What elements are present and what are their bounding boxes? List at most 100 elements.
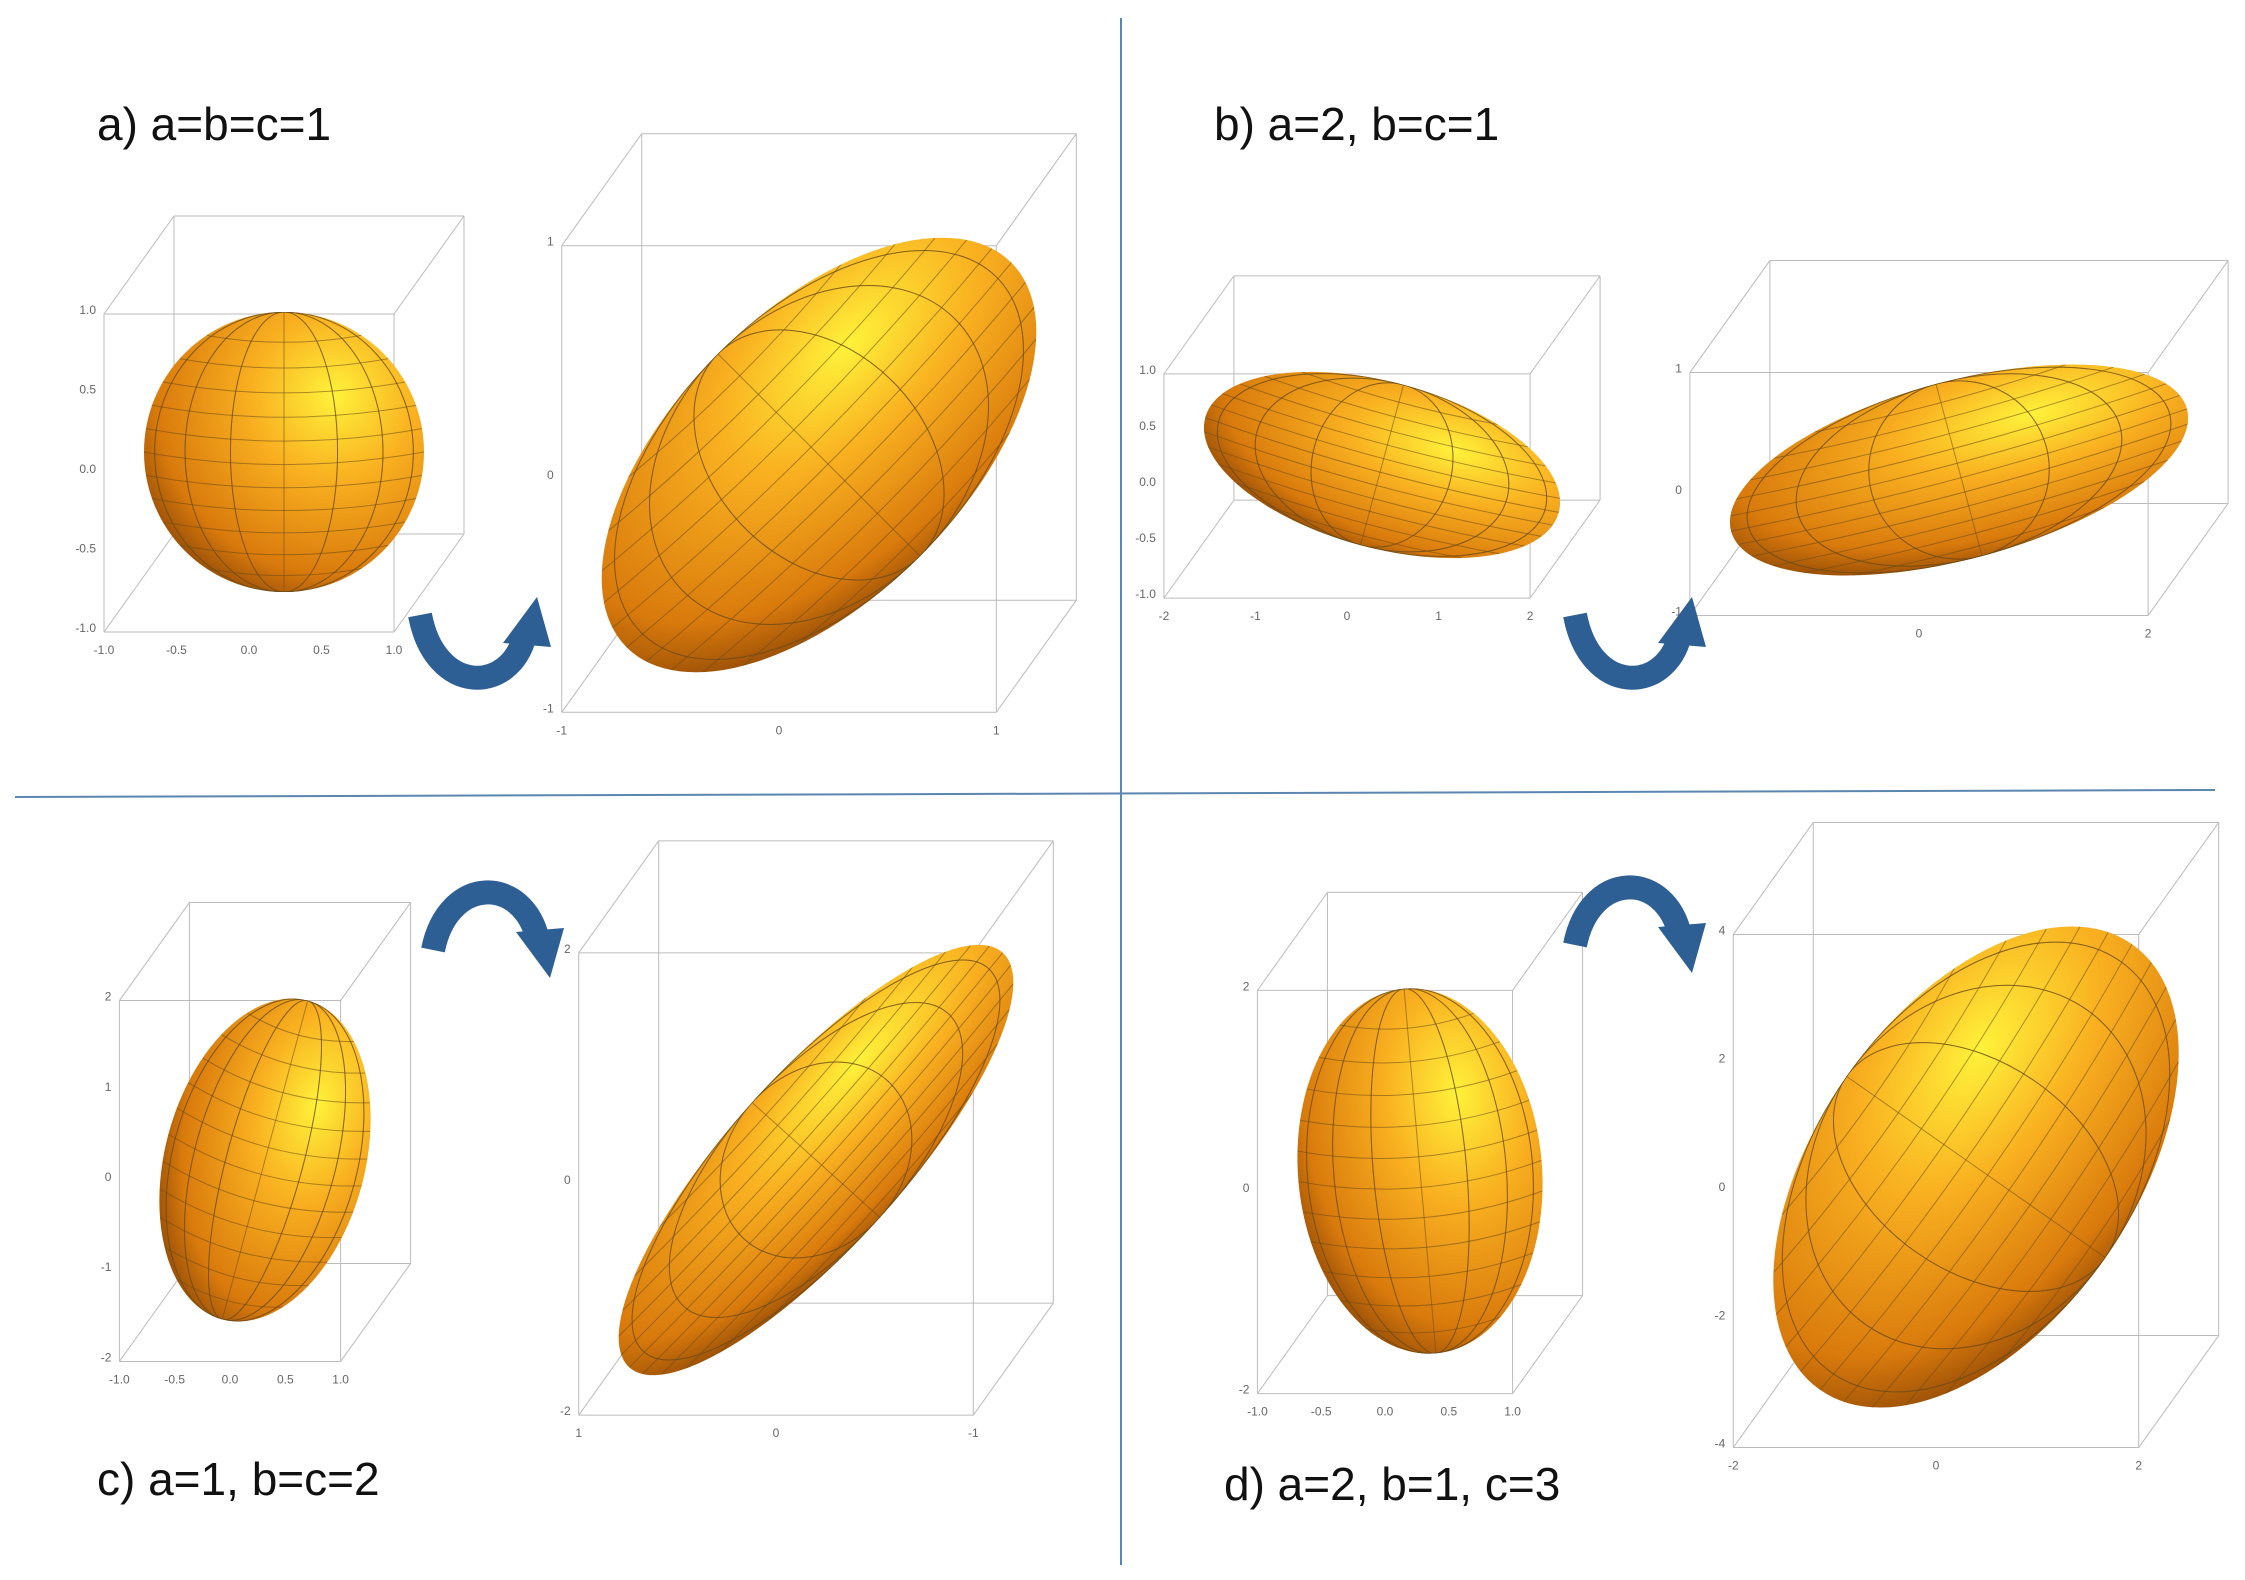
ellipsoid — [1297, 987, 1543, 1355]
parallel — [1297, 1129, 1538, 1159]
parallel — [1800, 931, 2109, 1372]
parallel — [1781, 968, 1955, 1215]
parallel — [633, 966, 913, 1277]
parallel — [1852, 507, 2105, 576]
parallel — [1773, 940, 2007, 1273]
parallel — [765, 1093, 973, 1323]
surface — [1297, 988, 1543, 1354]
parallel — [162, 1160, 354, 1213]
rotation-arrow — [1563, 612, 1692, 690]
box-edge — [393, 215, 465, 315]
box-edge — [2138, 822, 2220, 935]
panel-label: d) a=2, b=1, c=3 — [1224, 1458, 1560, 1510]
tick-label: 1 — [1675, 362, 1682, 376]
tick-label: 0 — [1675, 483, 1682, 497]
parallel — [1905, 1019, 2177, 1406]
tick-label: -0.5 — [164, 1372, 185, 1386]
parallel — [1205, 417, 1559, 513]
parallel — [144, 451, 424, 466]
tick-label: 1.0 — [332, 1372, 349, 1386]
tick-label: 0 — [1933, 1459, 1940, 1473]
box-edge — [2147, 260, 2229, 373]
tick-label: 2 — [1527, 609, 1534, 623]
parallel — [626, 262, 1012, 648]
parallel — [1306, 1070, 1518, 1097]
parallel — [1298, 1159, 1542, 1190]
parallel — [1775, 928, 2047, 1315]
tick-label: 1.0 — [1139, 363, 1156, 377]
ellipsoid — [1203, 371, 1561, 559]
parallel — [206, 334, 362, 343]
tick-label: 1 — [575, 1426, 582, 1440]
parallel — [1211, 404, 1560, 499]
tick-label: -0.5 — [1135, 531, 1156, 545]
parallel — [176, 1107, 368, 1160]
panel-label: c) a=1, b=c=2 — [97, 1453, 380, 1505]
surface-grid — [144, 312, 424, 592]
parallel — [601, 237, 936, 572]
panel-label: b) a=2, b=c=1 — [1214, 98, 1499, 150]
box-edge — [103, 533, 175, 633]
meridian — [154, 312, 414, 592]
parallel — [1730, 394, 2181, 517]
parallel — [151, 404, 417, 418]
tick-label: 0 — [1719, 1180, 1726, 1194]
parallel — [175, 1278, 283, 1308]
parallel — [151, 498, 417, 512]
tick-label: -0.5 — [1311, 1405, 1332, 1419]
parallel — [1264, 375, 1529, 448]
parallel — [206, 568, 362, 577]
ellipsoid — [601, 237, 1037, 673]
parallel — [145, 428, 423, 442]
parallel — [1266, 505, 1462, 559]
parallel — [145, 474, 423, 489]
parallel — [1730, 408, 2188, 532]
parallel — [1302, 371, 1498, 425]
box-edge — [1732, 822, 1814, 935]
parallel — [642, 964, 1012, 1375]
ellipsoid — [159, 998, 371, 1322]
box-edge — [118, 902, 190, 1001]
parallel — [1819, 943, 2133, 1391]
parallel — [1813, 364, 2066, 433]
tick-label: 0.5 — [1440, 1405, 1457, 1419]
meridian — [229, 312, 339, 592]
parallel — [1322, 1252, 1534, 1279]
tick-label: 1.0 — [1504, 1405, 1521, 1419]
parallel — [1773, 459, 2169, 567]
tick-label: 0.0 — [1139, 475, 1156, 489]
surface-grid — [1203, 371, 1560, 559]
parallel — [1366, 1316, 1501, 1334]
meridian — [184, 312, 384, 592]
parallel — [1945, 1061, 2180, 1394]
tick-label: 1 — [105, 1080, 112, 1094]
parallel — [1997, 1119, 2171, 1367]
parallel — [1785, 926, 2081, 1348]
tick-label: -2 — [1239, 1383, 1250, 1397]
parallel — [620, 945, 990, 1356]
parallel — [1300, 1099, 1530, 1128]
parallel — [1302, 1190, 1543, 1220]
parallel — [1318, 1041, 1501, 1064]
tick-label: 0 — [1344, 609, 1351, 623]
rotation-arrow — [408, 612, 537, 690]
surface — [1729, 364, 2189, 576]
tick-label: 1 — [547, 235, 554, 249]
box-edge — [1257, 892, 1328, 991]
box-edge — [2147, 503, 2229, 616]
box-edge — [1512, 892, 1583, 991]
tick-label: 0.0 — [222, 1372, 239, 1386]
parallel — [162, 381, 406, 394]
parallel — [1751, 440, 2182, 557]
tick-label: 1 — [993, 723, 1000, 737]
tick-label: 1.0 — [79, 303, 96, 317]
rotation-arrow — [421, 880, 550, 953]
parallel — [162, 521, 406, 534]
tick-label: -4 — [1715, 1437, 1726, 1451]
tick-label: 0 — [564, 1173, 571, 1187]
parallel — [645, 281, 1026, 662]
tick-label: 0 — [105, 1170, 112, 1184]
arrow-head — [1658, 923, 1706, 973]
tick-label: 1 — [1435, 609, 1442, 623]
